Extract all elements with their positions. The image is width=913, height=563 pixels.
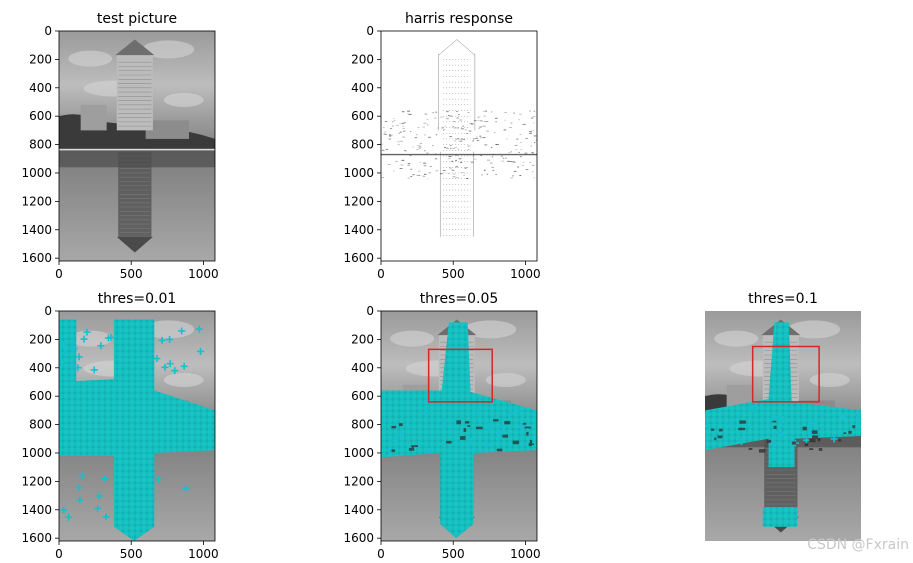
x-tick-label: 1000 [510, 267, 541, 281]
x-tick-label: 500 [442, 267, 465, 281]
y-tick-label: 200 [351, 52, 374, 66]
panel-1: test picture 0 500 1000 0 200 400 600 800 1000 120… [21, 11, 218, 281]
y-tick-label: 1000 [21, 166, 52, 180]
y-tick-label: 600 [29, 389, 52, 403]
x-tick-label: 0 [55, 267, 63, 281]
x-tick-label: 0 [377, 547, 385, 561]
y-tick-label: 1600 [343, 531, 374, 545]
x-tick-label: 1000 [188, 267, 219, 281]
y-tick-label: 1200 [21, 474, 52, 488]
panel-2: harris response 0 500 1000 0 200 400 600 800 1000… [343, 11, 540, 281]
y-tick-label: 600 [351, 109, 374, 123]
watermark: CSDN @Fxrain [807, 537, 909, 553]
y-tick-label: 1200 [343, 194, 374, 208]
roi-box [751, 345, 820, 403]
y-tick-label: 1400 [21, 503, 52, 517]
y-tick-label: 1600 [21, 251, 52, 265]
y-tick-label: 1400 [343, 503, 374, 517]
x-tick-label: 500 [442, 547, 465, 561]
y-tick-label: 0 [44, 24, 52, 38]
y-tick-label: 600 [351, 389, 374, 403]
panel-title: harris response [405, 11, 513, 27]
y-tick-label: 200 [29, 332, 52, 346]
x-tick-label: 0 [377, 267, 385, 281]
y-tick-label: 1000 [343, 446, 374, 460]
y-tick-label: 1400 [21, 223, 52, 237]
panel-4: thres=0.05 0 500 1000 0 200 400 600 800 1000 1200 1… [343, 291, 540, 561]
panel-image [59, 311, 215, 541]
panel-image [705, 311, 861, 541]
panel-title: thres=0.05 [420, 291, 499, 307]
y-tick-label: 0 [366, 304, 374, 318]
x-tick-label: 1000 [510, 547, 541, 561]
y-tick-label: 200 [29, 52, 52, 66]
x-tick-label: 500 [120, 547, 143, 561]
y-tick-label: 1200 [343, 474, 374, 488]
x-tick-label: 500 [120, 267, 143, 281]
y-tick-label: 0 [44, 304, 52, 318]
panel-image [59, 31, 215, 261]
axes-frame [380, 30, 538, 262]
axes-frame [380, 310, 538, 542]
y-tick-label: 1400 [343, 223, 374, 237]
y-tick-label: 400 [351, 361, 374, 375]
y-tick-label: 1600 [21, 531, 52, 545]
panel-image [381, 31, 537, 261]
y-tick-label: 800 [29, 138, 52, 152]
panel-5: thres=0.1 [705, 291, 861, 541]
y-tick-label: 1000 [21, 446, 52, 460]
axes-frame [58, 310, 216, 542]
y-tick-label: 200 [351, 332, 374, 346]
y-tick-label: 1600 [343, 251, 374, 265]
y-tick-label: 400 [29, 81, 52, 95]
panel-title: thres=0.01 [98, 291, 177, 307]
x-tick-label: 1000 [188, 547, 219, 561]
y-tick-label: 400 [351, 81, 374, 95]
panel-title: thres=0.1 [748, 291, 818, 307]
y-tick-label: 1000 [343, 166, 374, 180]
panel-3: thres=0.01 0 500 1000 0 200 400 600 800 1000 1200 1… [21, 291, 218, 561]
panel-image [381, 311, 537, 541]
axes-frame [58, 30, 216, 262]
y-tick-label: 800 [29, 418, 52, 432]
y-tick-label: 0 [366, 24, 374, 38]
x-tick-label: 0 [55, 547, 63, 561]
panel-title: test picture [97, 11, 177, 27]
y-tick-label: 400 [29, 361, 52, 375]
y-tick-label: 800 [351, 418, 374, 432]
y-tick-label: 600 [29, 109, 52, 123]
y-tick-label: 1200 [21, 194, 52, 208]
roi-box [427, 348, 493, 403]
y-tick-label: 800 [351, 138, 374, 152]
